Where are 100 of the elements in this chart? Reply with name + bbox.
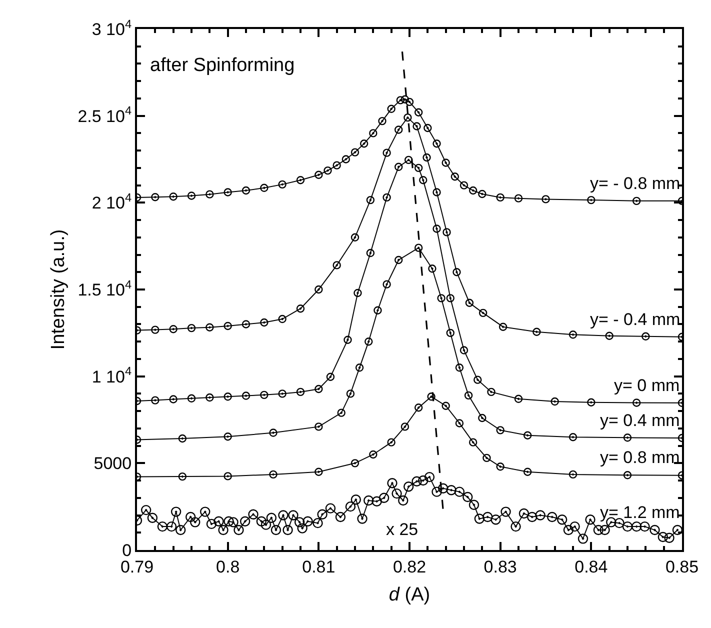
point	[414, 244, 423, 252]
point	[387, 438, 396, 446]
point	[296, 176, 305, 184]
point	[369, 450, 378, 459]
point	[350, 233, 360, 242]
x-tick-label: 0.85	[665, 557, 699, 576]
y-tick-label: 0	[122, 540, 132, 560]
point	[442, 158, 450, 167]
point	[314, 384, 323, 394]
annotation: x 25	[386, 520, 418, 539]
point	[224, 472, 232, 480]
point	[468, 186, 478, 195]
point	[623, 434, 632, 442]
x-tick-label: 0.81	[302, 557, 336, 576]
x-tick-label: 0.84	[574, 557, 608, 576]
point	[360, 140, 368, 148]
point	[568, 433, 578, 442]
point	[400, 95, 410, 104]
point	[382, 280, 391, 288]
point	[432, 188, 441, 196]
point	[224, 392, 232, 401]
point	[400, 422, 410, 431]
point	[346, 390, 355, 398]
point	[378, 116, 386, 126]
point	[324, 166, 332, 175]
point	[442, 228, 451, 236]
point	[468, 438, 478, 446]
point	[364, 338, 373, 346]
point	[460, 181, 468, 190]
point	[422, 153, 431, 162]
point	[419, 176, 428, 184]
point	[169, 395, 178, 404]
point	[514, 194, 523, 202]
point	[260, 318, 268, 327]
legend-label: y= 0.4 mm	[600, 411, 680, 430]
point	[178, 472, 187, 481]
point	[412, 122, 421, 130]
point	[206, 190, 214, 198]
point	[478, 308, 488, 318]
point	[278, 180, 286, 189]
point	[446, 328, 454, 338]
point	[542, 195, 550, 204]
point	[344, 336, 352, 344]
point	[296, 388, 305, 396]
point	[151, 193, 160, 202]
point	[496, 193, 504, 202]
point	[474, 376, 482, 384]
point	[532, 328, 541, 336]
point	[404, 113, 412, 122]
point	[460, 346, 468, 354]
point	[478, 414, 486, 422]
y-tick-label: 1.5 10$^{4}$	[78, 277, 132, 300]
point	[587, 398, 596, 406]
point	[332, 161, 341, 170]
point	[296, 304, 305, 313]
y-axis-title: Intensity (a.u.)	[48, 229, 70, 350]
point	[374, 306, 382, 314]
point	[350, 148, 360, 156]
point	[514, 394, 523, 404]
point	[355, 364, 364, 372]
point	[169, 325, 178, 334]
point	[224, 322, 232, 330]
legend-label: y= 1.2 mm	[600, 503, 680, 522]
point	[498, 322, 508, 331]
point	[260, 390, 268, 400]
point	[446, 294, 454, 302]
point	[464, 391, 473, 400]
point	[455, 364, 464, 372]
x-tick-label: 0.8	[216, 557, 240, 576]
point	[405, 98, 414, 106]
point	[187, 394, 196, 402]
x-tick-label: 0.82	[392, 557, 426, 576]
legend-label: y= 0 mm	[614, 376, 680, 395]
point	[404, 156, 413, 164]
point	[478, 190, 486, 198]
point	[437, 294, 446, 302]
point	[424, 124, 432, 132]
point	[382, 148, 391, 157]
point	[206, 323, 214, 332]
point	[455, 419, 464, 428]
x-axis-title: d (A)	[388, 584, 430, 606]
x-tick-label: 0.79	[120, 557, 154, 576]
legend-label: y= - 0.8 mm	[590, 174, 680, 193]
x-tick-label: 0.83	[484, 557, 517, 576]
point	[442, 402, 450, 410]
point	[278, 314, 286, 324]
point	[427, 392, 436, 401]
point	[242, 320, 250, 328]
point	[394, 162, 403, 171]
legend-label: y= - 0.4 mm	[590, 310, 680, 329]
point	[269, 428, 278, 437]
point	[169, 192, 178, 201]
point	[642, 332, 650, 340]
point	[369, 129, 378, 138]
point	[314, 285, 323, 294]
point	[342, 155, 350, 164]
point	[278, 390, 286, 398]
point	[450, 172, 460, 181]
point	[432, 224, 441, 233]
point	[151, 326, 160, 334]
